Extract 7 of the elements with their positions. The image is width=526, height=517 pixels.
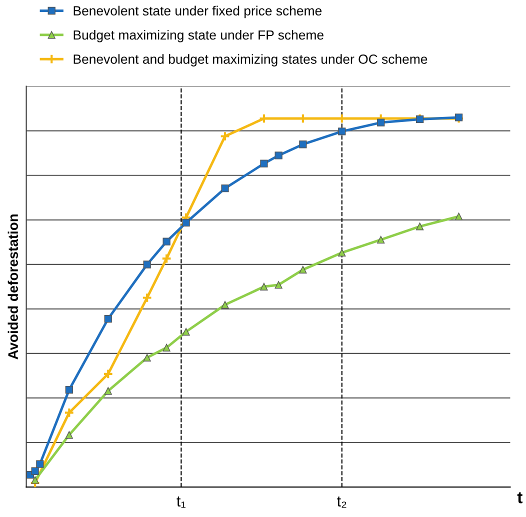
- legend-label: Budget maximizing state under FP scheme: [74, 30, 324, 42]
- legend-label: Benevolent and budget maximizing states under OC scheme: [74, 54, 428, 66]
- x-tick-label: t₁: [176, 496, 186, 508]
- legend-label: Benevolent state under fixed price scheme: [74, 6, 322, 18]
- x-tick-label: t₂: [337, 496, 346, 508]
- y-axis-title: Avoided deforestation: [8, 214, 18, 360]
- x-axis-title: t: [517, 492, 522, 504]
